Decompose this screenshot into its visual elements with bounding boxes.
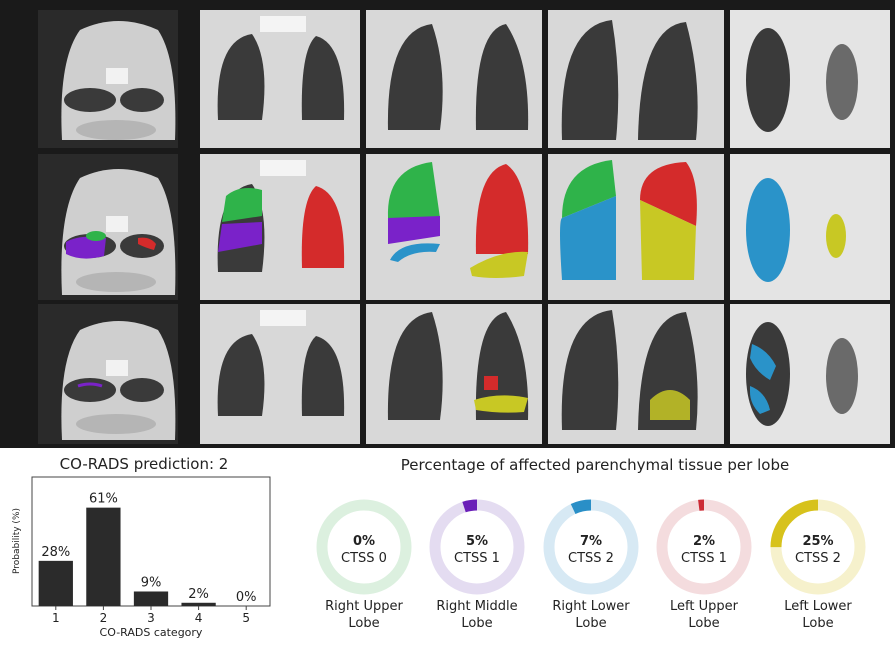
donut-ring [543,499,639,595]
ct-row-3-col-2 [200,304,360,444]
bar-3 [133,591,169,606]
lobe-name-line1: Right Upper [325,599,403,614]
donut-right-lower-lobe: 7% CTSS 2 Right Lower Lobe [543,499,639,631]
donut-ring [316,499,412,595]
bar-value-label-1: 28% [41,545,70,560]
donut-left-lower-lobe: 25% CTSS 2 Left Lower Lobe [770,499,866,631]
donut-percent-label: 2% [693,534,715,549]
bar-2 [86,507,121,606]
ct-row-2-col-1 [38,154,178,300]
ct-row-3-col-4 [548,304,724,444]
x-tick-label-1: 1 [52,611,60,625]
ct-row-3-col-5 [730,304,890,444]
x-tick-label-3: 3 [147,611,155,625]
lobe-name-line2: Lobe [575,616,606,631]
donut-right-upper-lobe: 0% CTSS 0 Right Upper Lobe [316,499,412,631]
bar-1 [38,560,73,606]
donut-ctss-label: CTSS 0 [341,551,387,566]
donut-right-middle-lobe: 5% CTSS 1 Right Middle Lobe [429,499,525,631]
lobe-name-line2: Lobe [688,616,719,631]
y-axis-label: Probability (%) [12,508,22,574]
ct-row-1-col-2 [200,10,360,148]
x-tick-label-5: 5 [242,611,250,625]
lobe-name-line1: Right Lower [552,599,630,614]
donut-ctss-label: CTSS 1 [454,551,500,566]
ct-row-3-col-3 [366,304,542,444]
co-rads-bar-chart: CO-RADS prediction: 2 Probability (%) CO… [12,455,271,639]
ct-row-2-col-3 [366,154,542,300]
donut-percent-label: 7% [580,534,602,549]
donut-ring [656,499,752,595]
lobe-name-line1: Right Middle [436,599,517,614]
bar-value-label-5: 0% [236,590,257,605]
donut-ring [429,499,525,595]
ct-row-1-col-3 [366,10,542,148]
donut-ctss-label: CTSS 2 [568,551,614,566]
ct-image-grid [0,0,895,448]
donut-affected-arc [656,499,752,595]
lobe-name-line2: Lobe [461,616,492,631]
bar-4 [181,602,216,606]
ct-row-2-col-5 [730,154,890,300]
donut-percent-label: 25% [802,534,833,549]
ct-row-1-col-1 [38,10,178,148]
donut-ring [770,499,866,595]
donut-affected-arc [770,499,866,595]
ct-row-1-col-4 [548,10,724,148]
donut-percent-label: 5% [466,534,488,549]
donut-percent-label: 0% [353,534,375,549]
ct-row-2-col-4 [548,154,724,300]
bar-chart-title: CO-RADS prediction: 2 [60,455,229,473]
lobe-name-line2: Lobe [348,616,379,631]
donut-ctss-label: CTSS 1 [681,551,727,566]
donut-section-title: Percentage of affected parenchymal tissu… [400,456,790,474]
x-tick-label-4: 4 [195,611,203,625]
bar-value-label-2: 61% [89,492,118,507]
donut-left-upper-lobe: 2% CTSS 1 Left Upper Lobe [656,499,752,631]
lobe-name-line1: Left Lower [784,599,852,614]
bar-value-label-4: 2% [188,587,209,602]
x-axis-label: CO-RADS category [100,626,203,639]
ct-row-1-col-5 [730,10,890,148]
ct-row-2-col-2 [200,154,360,300]
donut-affected-arc [543,499,639,595]
lobe-name-line2: Lobe [802,616,833,631]
ct-row-3-col-1 [38,304,178,444]
lobe-name-line1: Left Upper [670,599,739,614]
bar-value-label-3: 9% [141,575,162,590]
donut-affected-arc [429,499,525,595]
donut-ctss-label: CTSS 2 [795,551,841,566]
x-tick-label-2: 2 [100,611,108,625]
